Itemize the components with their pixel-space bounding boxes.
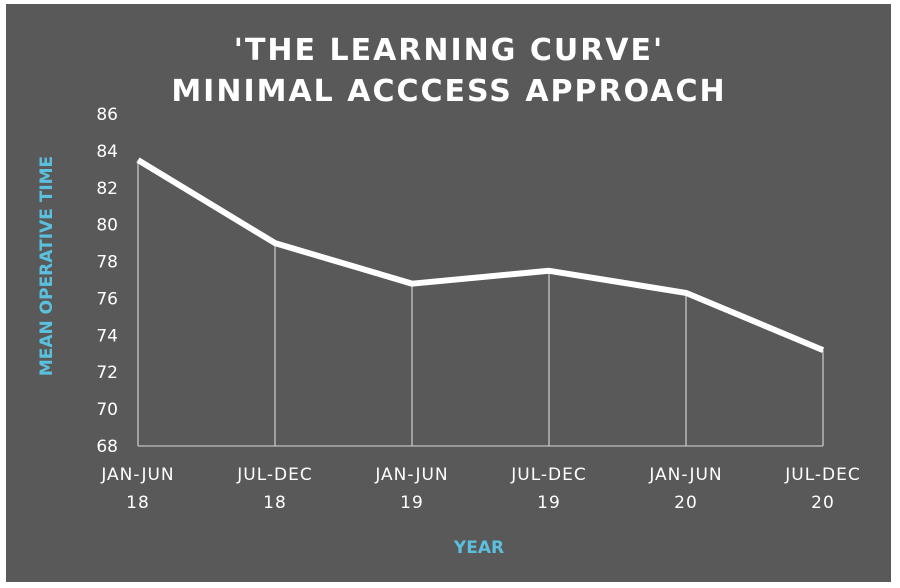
chart-frame: 'THE LEARNING CURVE' MINIMAL ACCCESS APP… — [6, 4, 891, 582]
y-tick-label: 68 — [96, 437, 118, 457]
y-tick-label: 80 — [96, 216, 118, 236]
x-tick-labels: JAN-JUN 18 JUL-DEC 18 JAN-JUN 19 JUL-DEC 19 JAN-… — [100, 465, 860, 513]
x-tick-label-year: 20 — [811, 493, 835, 513]
chart-svg: 'THE LEARNING CURVE' MINIMAL ACCCESS APP… — [37, 33, 860, 558]
chart-title-line-2: MINIMAL ACCCESS APPROACH — [171, 74, 726, 109]
x-tick-label-year: 19 — [400, 493, 424, 513]
x-tick-label: JAN-JUN — [648, 465, 722, 485]
y-tick-labels: 68 70 72 74 76 78 80 82 84 86 — [96, 105, 118, 457]
chart-title-line-1: 'THE LEARNING CURVE' — [234, 33, 664, 68]
x-tick-label: JUL-DEC — [510, 465, 586, 485]
y-tick-label: 74 — [96, 326, 118, 346]
y-tick-label: 76 — [96, 289, 118, 309]
x-tick-label-year: 19 — [537, 493, 561, 513]
x-tick-label: JAN-JUN — [100, 465, 174, 485]
x-tick-label-year: 18 — [263, 493, 287, 513]
x-tick-label: JUL-DEC — [784, 465, 860, 485]
x-tick-label-year: 20 — [674, 493, 698, 513]
y-tick-label: 70 — [96, 400, 118, 420]
y-tick-label: 84 — [96, 142, 118, 162]
y-axis-label: MEAN OPERATIVE TIME — [37, 156, 57, 376]
x-axis-label: YEAR — [453, 538, 504, 558]
x-tick-label: JAN-JUN — [374, 465, 448, 485]
y-tick-label: 86 — [96, 105, 118, 125]
x-tick-label: JUL-DEC — [236, 465, 312, 485]
y-tick-label: 82 — [96, 179, 118, 199]
x-tick-label-year: 18 — [126, 493, 150, 513]
y-tick-label: 72 — [96, 363, 118, 383]
drop-lines — [137, 160, 824, 446]
y-tick-label: 78 — [96, 253, 118, 273]
series-line — [136, 157, 825, 353]
